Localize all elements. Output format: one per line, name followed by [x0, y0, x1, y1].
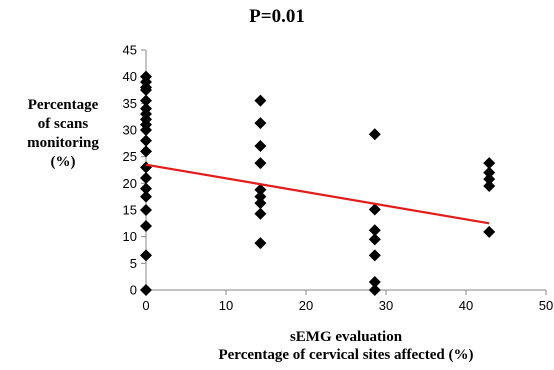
trendline	[145, 163, 490, 225]
data-point	[140, 249, 152, 262]
data-point	[368, 224, 381, 237]
data-point	[254, 207, 267, 220]
data-point	[368, 276, 381, 288]
data-point	[140, 190, 152, 203]
data-point	[254, 197, 267, 210]
data-point	[140, 220, 152, 232]
data-point	[483, 180, 496, 192]
y-tick-label: 5	[130, 256, 137, 271]
data-point	[368, 284, 381, 296]
y-axis-label-line: (%)	[50, 154, 76, 170]
y-tick-label: 15	[123, 203, 137, 218]
data-point	[483, 166, 496, 179]
data-point	[140, 84, 152, 96]
x-axis-label-line1: sEMG evaluation	[289, 329, 403, 345]
data-point	[140, 172, 152, 184]
y-axis-label-line: of scans	[37, 116, 89, 132]
y-tick-label: 35	[123, 96, 137, 111]
x-tick-label: 50	[539, 298, 553, 313]
data-point	[254, 183, 267, 196]
data-point	[140, 204, 152, 216]
y-axis-label: Percentage of scans monitoring (%)	[2, 96, 124, 172]
x-tick-label: 0	[142, 298, 149, 313]
data-point	[254, 94, 267, 107]
data-point	[140, 284, 152, 296]
y-tick-label: 40	[123, 69, 137, 84]
axis-ticks: 0 5 10 15 20 25 30 35 40 45 0 10 20 30 40 50	[123, 43, 554, 314]
data-point	[140, 145, 152, 158]
y-tick-label: 20	[123, 176, 137, 191]
data-point	[368, 128, 381, 141]
y-tick-label: 25	[123, 149, 137, 164]
data-point	[140, 94, 152, 107]
chart-title: P=0.01	[249, 6, 305, 27]
data-point	[483, 173, 496, 186]
data-point	[254, 190, 267, 203]
y-tick-label: 0	[130, 283, 137, 298]
x-axis-label-line2: Percentage of cervical sites affected (%…	[218, 347, 474, 363]
y-tick-label: 10	[123, 229, 137, 244]
y-tick-label: 45	[123, 43, 137, 58]
data-points	[140, 70, 496, 296]
data-point	[368, 249, 381, 262]
x-tick-label: 10	[219, 298, 233, 313]
data-point	[254, 140, 267, 152]
data-point	[483, 157, 496, 170]
data-point	[140, 182, 152, 195]
data-point	[254, 237, 267, 250]
data-point	[483, 225, 496, 238]
x-tick-label: 30	[379, 298, 393, 313]
x-tick-label: 20	[299, 298, 313, 313]
y-axis-label-line: Percentage	[27, 97, 99, 113]
data-point	[368, 203, 381, 216]
trendline-group	[145, 163, 490, 225]
data-point	[254, 117, 267, 130]
data-point	[140, 161, 152, 174]
y-tick-label: 30	[123, 123, 137, 138]
y-axis-label-line: monitoring	[27, 135, 99, 151]
x-tick-label: 40	[459, 298, 473, 313]
data-point	[368, 233, 381, 246]
data-point	[140, 124, 152, 136]
data-point	[140, 134, 152, 147]
data-point	[254, 157, 267, 170]
